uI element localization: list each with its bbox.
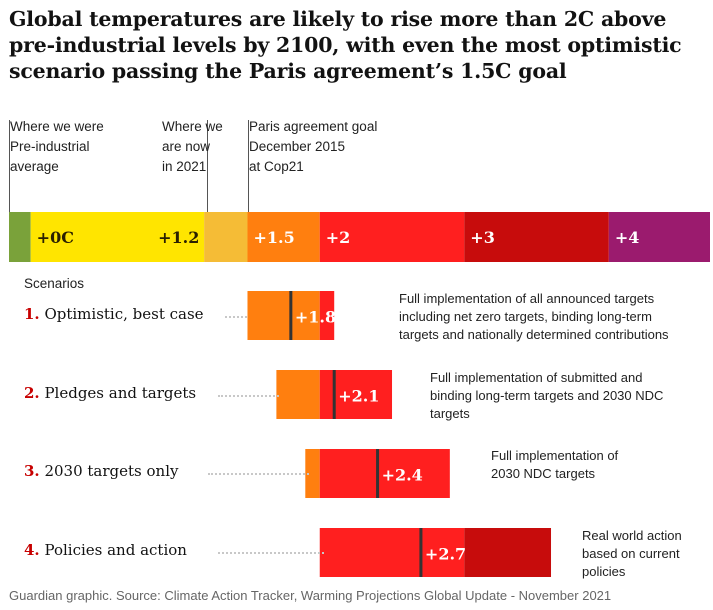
scenario-4-number: 4. xyxy=(24,541,40,559)
scenario-1-leader xyxy=(225,316,247,318)
scale-label-4: +2 xyxy=(326,228,351,247)
scale-label-6: +4 xyxy=(615,228,640,247)
annotation-paris: Paris agreement goal December 2015 at Co… xyxy=(249,119,378,174)
scenario-3-bar-part-1 xyxy=(319,449,450,498)
scale-segment-3 xyxy=(247,212,320,262)
scenario-3-marker xyxy=(376,449,380,498)
scale-label-1: +0C xyxy=(37,228,74,247)
scenario-3-value-label: +2.4 xyxy=(382,466,423,485)
scenario-4-value-label: +2.7 xyxy=(425,545,466,564)
temperature-scale-bar: +0C +1.2 +1.5 +2 +3 +4 xyxy=(9,212,710,262)
scale-segment-0 xyxy=(9,212,31,262)
scale-segment-5 xyxy=(464,212,609,262)
scenario-2-leader xyxy=(218,395,279,397)
scenario-3-name: 2030 targets only xyxy=(44,462,179,480)
scenario-2-bar-part-0 xyxy=(276,370,320,419)
scenario-1-name: Optimistic, best case xyxy=(44,305,204,323)
scenario-4-bar-part-2 xyxy=(464,528,552,577)
scale-label-3: +1.5 xyxy=(253,228,294,247)
scale-segment-4 xyxy=(319,212,465,262)
scenario-3-leader xyxy=(208,473,309,475)
scenario-2-value-label: +2.1 xyxy=(338,387,379,406)
scenario-2-marker xyxy=(332,370,336,419)
annotation-now: Where we are now in 2021 xyxy=(162,119,223,174)
scenario-3-label: 3. 2030 targets only xyxy=(24,462,178,480)
tick-were xyxy=(9,120,10,262)
scale-segment-2 xyxy=(204,212,248,262)
scale-segment-6 xyxy=(608,212,710,262)
scenario-2-bar-part-1 xyxy=(319,370,393,419)
scale-label-5: +3 xyxy=(470,228,495,247)
scenario-1-description: Full implementation of all announced tar… xyxy=(399,291,669,342)
scenario-4-marker xyxy=(419,528,423,577)
scenario-2-label: 2. Pledges and targets xyxy=(24,384,196,402)
scenario-1-marker xyxy=(289,291,293,340)
scenario-2-description: Full implementation of submitted and bin… xyxy=(430,370,664,421)
scenario-1-number: 1. xyxy=(24,305,40,323)
scale-label-2: +1.2 xyxy=(158,228,199,247)
tick-now xyxy=(207,120,208,262)
scenario-1-value-label: +1.8 xyxy=(295,308,336,327)
scenario-1-bar-part-1 xyxy=(319,291,335,340)
scenario-4-bar-part-1 xyxy=(319,528,465,577)
scale-segment-1 xyxy=(30,212,205,262)
annotation-were: Where we were Pre-industrial average xyxy=(10,119,104,174)
scenario-4-name: Policies and action xyxy=(44,541,187,559)
scenario-2-number: 2. xyxy=(24,384,40,402)
scenario-2-name: Pledges and targets xyxy=(44,384,197,402)
scenario-3-number: 3. xyxy=(24,462,40,480)
scenario-4-leader xyxy=(218,552,324,554)
scenario-3-description: Full implementation of 2030 NDC targets xyxy=(491,448,619,481)
chart-title: Global temperatures are likely to rise m… xyxy=(9,7,682,83)
scenario-1-bar-part-0 xyxy=(247,291,320,340)
scenario-1-label: 1. Optimistic, best case xyxy=(24,305,204,323)
scenario-bars: +1.8 +2.1 +2.4 +2.7 xyxy=(247,291,552,577)
scenario-4-description: Real world action based on current polic… xyxy=(582,528,682,579)
source-footer: Guardian graphic. Source: Climate Action… xyxy=(9,588,612,603)
scenarios-heading: Scenarios xyxy=(24,276,85,291)
scenario-3-bar-part-0 xyxy=(305,449,320,498)
tick-paris xyxy=(248,120,249,262)
scenario-4-label: 4. Policies and action xyxy=(24,541,187,559)
